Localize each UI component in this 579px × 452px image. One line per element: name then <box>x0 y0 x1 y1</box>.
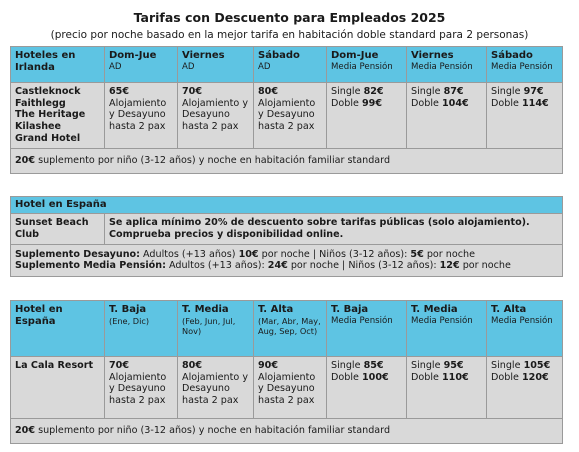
la-cala-table: Hotel en España T. Baja (Ene, Dic) T. Med… <box>10 300 563 444</box>
hotel-name: La Cala Resort <box>10 356 105 419</box>
child-supplement-note: 20€ suplemento por niño (3-12 años) y no… <box>10 148 563 174</box>
supplements-row: Suplemento Desayuno: Adultos (+13 años) … <box>10 243 563 278</box>
ireland-note-row: 20€ suplemento por niño (3-12 años) y no… <box>10 148 563 174</box>
child-supplement-note: 20€ suplemento por niño (3-12 años) y no… <box>10 418 563 444</box>
header-cell: Dom-Jue AD <box>104 46 178 83</box>
hotel-name: Sunset Beach Club <box>10 213 105 245</box>
mp-price-cell: Single 82€ Doble 99€ <box>326 82 407 149</box>
ireland-rates-row: Castleknock Faithlegg The Heritage Kilas… <box>10 82 563 149</box>
header-cell: Hoteles en Irlanda <box>10 46 105 83</box>
ad-price-cell: 65€ Alojamiento y Desayuno hasta 2 pax <box>104 82 178 149</box>
header-cell: Hotel en España <box>10 195 563 215</box>
page-title: Tarifas con Descuento para Empleados 202… <box>133 10 446 25</box>
header-cell: Dom-Jue Media Pensión <box>326 46 407 83</box>
header-cell: T. Media (Feb, Jun, Jul, Nov) <box>177 300 254 357</box>
header-cell: T. Baja (Ene, Dic) <box>104 300 178 357</box>
ad-price-cell: 80€ Alojamiento y Desayuno hasta 2 pax <box>253 82 327 149</box>
la-cala-rates-row: La Cala Resort 70€ Alojamiento y Desayuno… <box>10 356 563 419</box>
ad-price-cell: 80€ Alojamiento y Desayuno hasta 2 pax <box>177 356 254 419</box>
supplements-cell: Suplemento Desayuno: Adultos (+13 años) … <box>10 243 563 278</box>
la-cala-header-row: Hotel en España T. Baja (Ene, Dic) T. Med… <box>10 300 563 357</box>
header-cell: T. Media Media Pensión <box>406 300 487 357</box>
header-cell: T. Baja Media Pensión <box>326 300 407 357</box>
mp-price-cell: Single 97€ Doble 114€ <box>486 82 563 149</box>
hotel-name: Kilashee <box>15 121 62 133</box>
hotel-name: The Heritage <box>15 109 86 121</box>
header-cell: T. Alta Media Pensión <box>486 300 563 357</box>
header-cell: Viernes Media Pensión <box>406 46 487 83</box>
hotel-name: Castleknock <box>15 86 81 97</box>
mp-price-cell: Single 85€ Doble 100€ <box>326 356 407 419</box>
mp-price-cell: Single 105€ Doble 120€ <box>486 356 563 419</box>
halfboard-supplement: Suplemento Media Pensión: Adultos (+13 a… <box>15 260 511 272</box>
hotel-list: Castleknock Faithlegg The Heritage Kilas… <box>10 82 105 149</box>
breakfast-supplement: Suplemento Desayuno: Adultos (+13 años) … <box>15 248 475 260</box>
ireland-rates-table: Hoteles en Irlanda Dom-Jue AD Viernes AD S… <box>10 46 563 174</box>
page-subtitle: (precio por noche basado en la mejor tar… <box>50 29 529 41</box>
header-cell: Sábado AD <box>253 46 327 83</box>
ad-price-cell: 70€ Alojamiento y Desayuno hasta 2 pax <box>177 82 254 149</box>
ad-price-cell: 70€ Alojamiento y Desayuno hasta 2 pax <box>104 356 178 419</box>
sunset-beach-table: Hotel en España Sunset Beach Club Se apl… <box>10 195 563 278</box>
header-cell: T. Alta (Mar, Abr, May, Aug, Sep, Oct) <box>253 300 327 357</box>
hotel-name: Faithlegg <box>15 97 66 109</box>
header-cell: Viernes AD <box>177 46 254 83</box>
header-cell: Sábado Media Pensión <box>486 46 563 83</box>
mp-price-cell: Single 95€ Doble 110€ <box>406 356 487 419</box>
discount-info: Se aplica mínimo 20% de descuento sobre … <box>104 213 563 245</box>
mp-price-cell: Single 87€ Doble 104€ <box>406 82 487 149</box>
la-cala-note-row: 20€ suplemento por niño (3-12 años) y no… <box>10 418 563 444</box>
sunset-beach-row: Sunset Beach Club Se aplica mínimo 20% d… <box>10 213 563 245</box>
ad-price-cell: 90€ Alojamiento y Desayuno hasta 2 pax <box>253 356 327 419</box>
hotel-name: Grand Hotel <box>15 132 81 144</box>
spain-header-row: Hotel en España <box>10 195 563 215</box>
header-cell: Hotel en España <box>10 300 105 357</box>
ireland-header-row: Hoteles en Irlanda Dom-Jue AD Viernes AD S… <box>10 46 563 83</box>
